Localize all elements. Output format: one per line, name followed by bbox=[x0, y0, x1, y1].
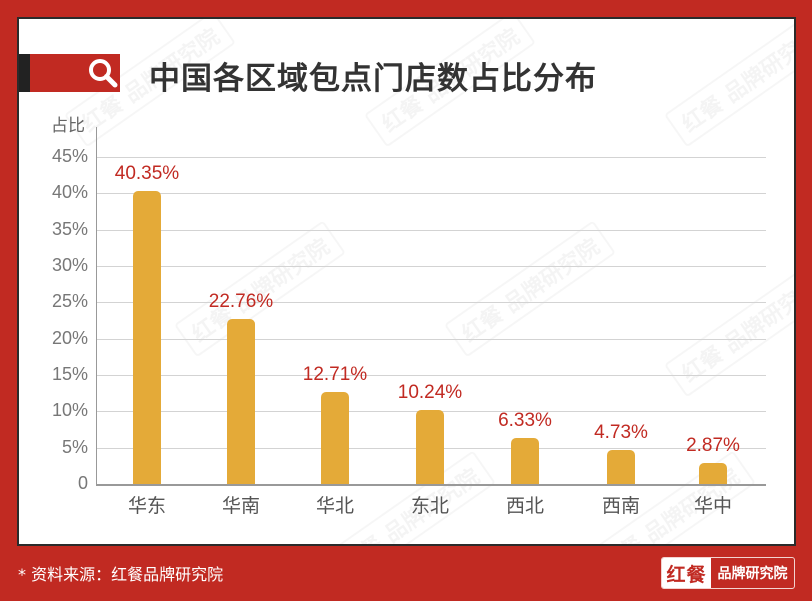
x-category-label: 西北 bbox=[505, 495, 544, 517]
gridline bbox=[96, 266, 766, 267]
y-axis-line bbox=[96, 127, 97, 484]
gridline bbox=[96, 302, 766, 304]
y-tick-label: 5% bbox=[61, 436, 88, 457]
source-note: * 资料来源：红餐品牌研究院 bbox=[18, 565, 224, 584]
bar-4 bbox=[511, 438, 539, 484]
search-icon bbox=[89, 59, 118, 88]
chart-title: 中国各区域包点门店数占比分布 bbox=[149, 61, 597, 97]
bar-value-label: 2.87% bbox=[686, 435, 740, 457]
y-tick-label: 10% bbox=[51, 400, 88, 421]
y-tick-label: 30% bbox=[51, 255, 88, 275]
x-category-label: 西南 bbox=[601, 495, 640, 517]
bar-value-label: 10.24% bbox=[397, 381, 463, 403]
brand-name: 品牌研究院 bbox=[717, 566, 788, 582]
y-tick-label: 25% bbox=[51, 291, 88, 312]
x-category-label: 华南 bbox=[221, 495, 260, 517]
x-category-label: 华北 bbox=[315, 495, 354, 517]
y-tick-label: 20% bbox=[51, 327, 88, 348]
x-category-label: 华中 bbox=[693, 495, 732, 517]
brand-logo: 红餐 品牌研究院 bbox=[661, 557, 795, 589]
bar-value-label: 4.73% bbox=[594, 421, 648, 443]
y-tick-label: 35% bbox=[51, 218, 88, 239]
gridline bbox=[96, 338, 766, 340]
bar-6 bbox=[699, 463, 727, 484]
bar-value-label: 22.76% bbox=[208, 290, 274, 312]
x-category-label: 华东 bbox=[127, 495, 166, 517]
title-accent-strip bbox=[19, 54, 30, 92]
bar-1 bbox=[227, 318, 255, 484]
gridline bbox=[96, 193, 766, 195]
gridline bbox=[96, 375, 766, 376]
y-axis-label: 占比 bbox=[51, 116, 85, 136]
bar-value-label: 12.71% bbox=[302, 363, 368, 385]
bar-0 bbox=[133, 190, 161, 484]
x-category-label: 东北 bbox=[410, 495, 449, 517]
plot-area: 0 5% 10% 15% 20% 25% 30% 35% 40% 45% 40.35% 华东 22.76… bbox=[19, 19, 794, 544]
y-tick-label: 45% bbox=[51, 146, 88, 166]
bar-value-label: 40.35% bbox=[114, 162, 180, 184]
x-axis-line bbox=[96, 484, 766, 486]
bar-value-label: 6.33% bbox=[498, 410, 552, 431]
gridline bbox=[96, 229, 766, 231]
y-tick-label: 0 bbox=[77, 473, 88, 493]
bar-3 bbox=[416, 409, 444, 484]
bar-2 bbox=[321, 391, 349, 484]
gridline bbox=[96, 157, 766, 158]
bar-5 bbox=[607, 449, 635, 484]
brand-mark: 红餐 bbox=[662, 558, 711, 588]
y-tick-label: 15% bbox=[51, 364, 88, 384]
y-tick-label: 40% bbox=[51, 182, 88, 203]
